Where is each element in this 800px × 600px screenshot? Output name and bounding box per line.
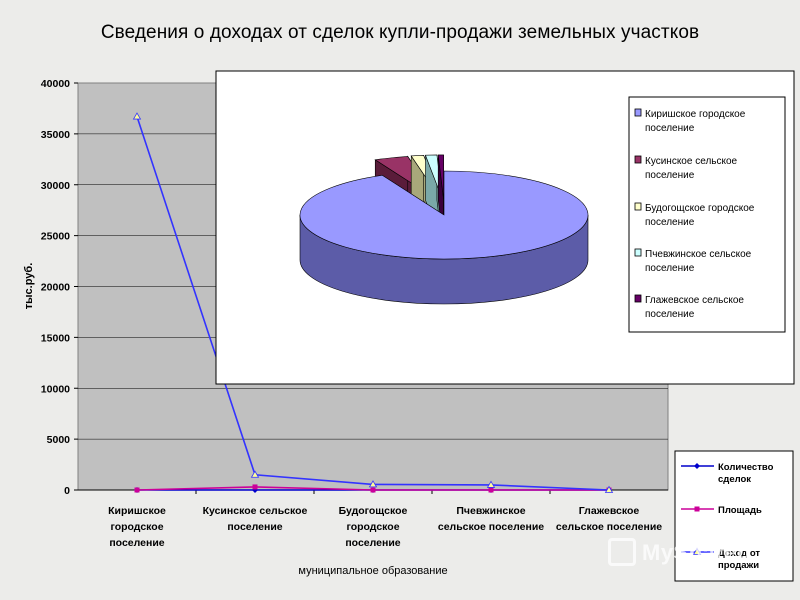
legend-swatch	[634, 202, 642, 211]
legend-label: Пчевжинское сельское поселение	[645, 249, 752, 274]
legend-label: Доход от продажи	[718, 548, 760, 571]
legend-label: Площадь	[718, 505, 762, 516]
y-tick-labels: 0 5000 10000 15000 20000 25000 30000 35000 40000	[41, 78, 78, 497]
y-tick-label: 35000	[41, 129, 70, 141]
y-tick-label: 25000	[41, 231, 70, 243]
data-point	[368, 480, 378, 488]
legend-swatch	[634, 294, 642, 303]
x-axis-label: муниципальное образование	[298, 565, 447, 577]
watermark-icon	[608, 538, 636, 566]
data-point	[250, 470, 260, 478]
data-point	[252, 484, 258, 490]
line-legend: Количество сделок Площадь Доход от продажи	[681, 462, 774, 571]
legend-label: Кусинское сельское поселение	[645, 156, 738, 181]
y-axis-label: тыс.руб.	[23, 263, 35, 310]
data-point	[692, 547, 702, 555]
data-point	[134, 487, 140, 493]
page-title: Сведения о доходах от сделок купли-прода…	[100, 22, 700, 43]
data-point	[488, 487, 494, 493]
x-tick-labels: Киришское городское поселение Кусинское сел…	[108, 490, 662, 549]
pie-chart	[299, 154, 589, 305]
legend-label: Будогощское городское поселение	[645, 203, 755, 228]
legend-label: Глажевское сельское поселение	[645, 295, 744, 320]
data-point	[694, 506, 700, 512]
y-tick-label: 10000	[41, 383, 70, 395]
x-tick-label: Пчевжинское сельское поселение	[438, 505, 544, 533]
legend-swatch	[634, 155, 642, 164]
y-tick-label: 0	[64, 485, 70, 497]
y-tick-label: 20000	[41, 282, 70, 294]
legend-swatch	[634, 248, 642, 257]
data-point	[604, 485, 614, 493]
pie-slice	[299, 170, 589, 305]
x-tick-label: Киришское городское поселение	[108, 505, 166, 549]
line-legend-box	[674, 450, 794, 582]
x-tick-label: Будогощское городское поселение	[339, 505, 408, 549]
pie-legend: Киришское городское поселение Кусинское се…	[634, 108, 755, 320]
y-tick-label: 30000	[41, 180, 70, 192]
x-tick-label: Кусинское сельское поселение	[203, 505, 308, 533]
legend-swatch	[634, 108, 642, 117]
y-tick-label: 15000	[41, 332, 70, 344]
y-tick-label: 40000	[41, 78, 70, 90]
data-point	[370, 487, 376, 493]
data-point	[486, 480, 496, 488]
data-point	[132, 112, 142, 120]
x-tick-label: Глажевское сельское поселение	[556, 505, 662, 533]
pie-legend-box	[628, 96, 786, 333]
legend-label: Киришское городское поселение	[645, 109, 746, 134]
legend-label: Количество сделок	[718, 462, 774, 485]
data-point	[694, 463, 700, 469]
watermark-text: MyShared	[642, 540, 752, 565]
y-tick-label: 5000	[47, 434, 71, 446]
